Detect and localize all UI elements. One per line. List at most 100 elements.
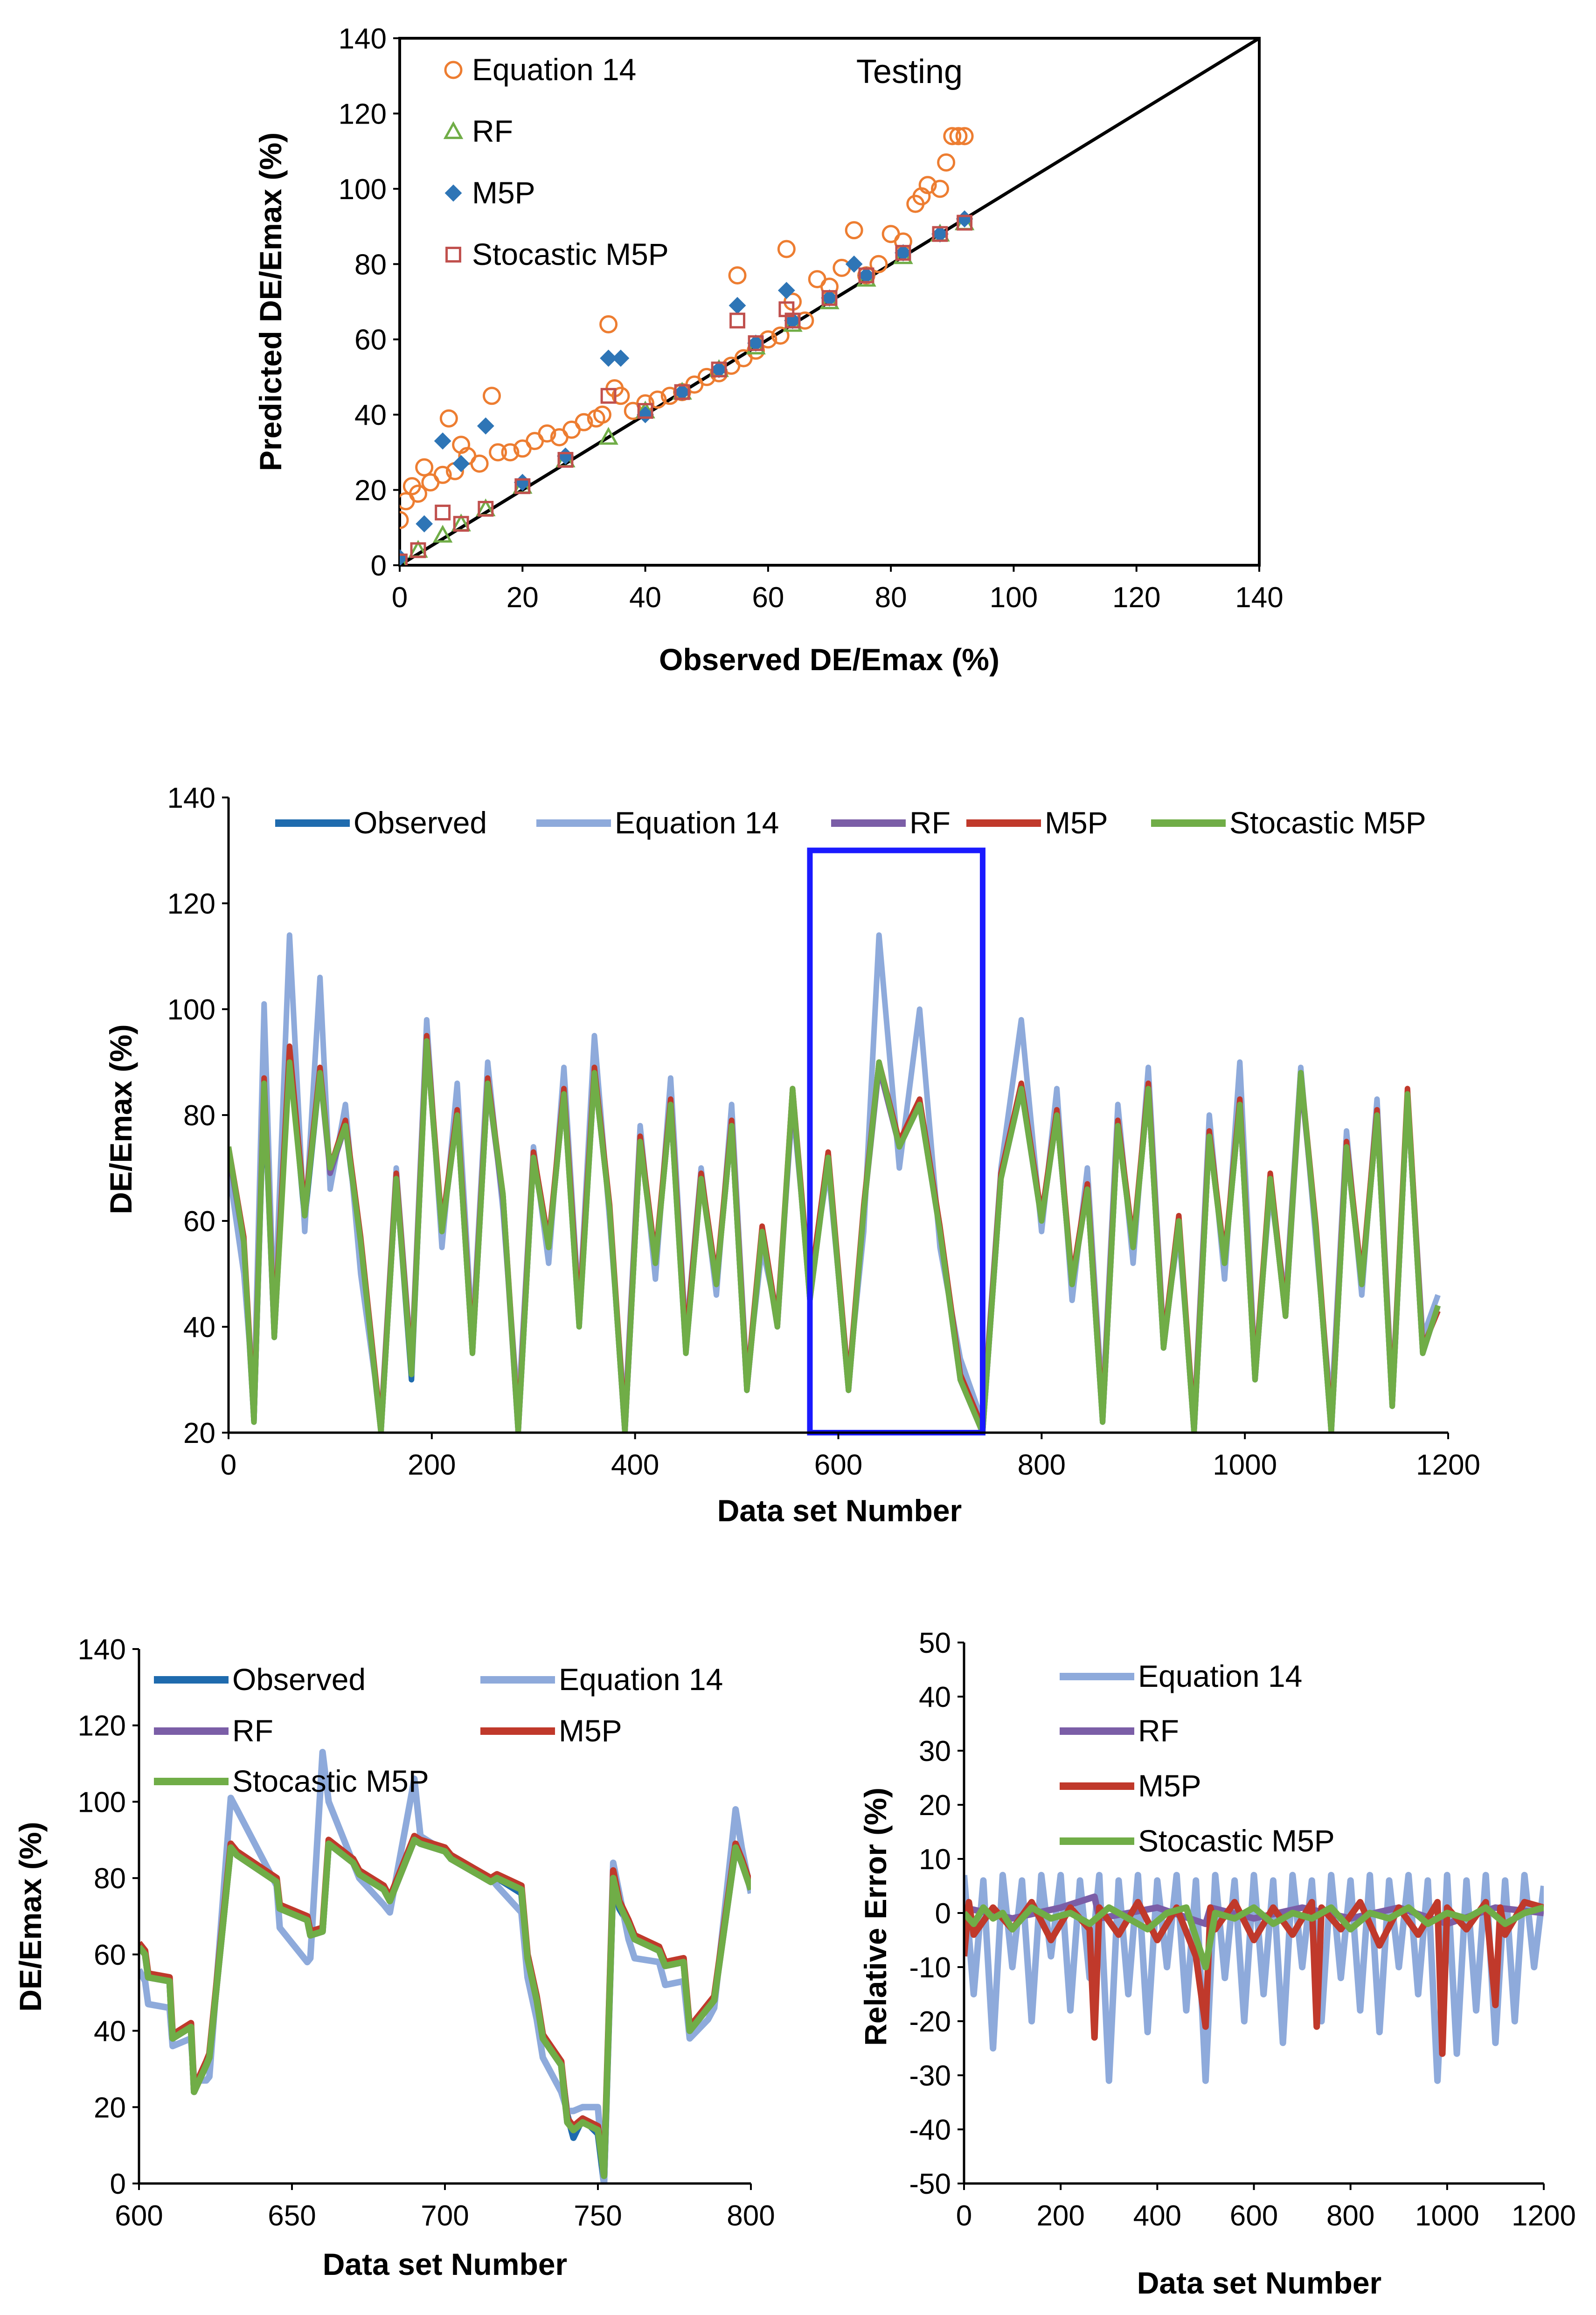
legend-label: Stocastic M5P	[1229, 805, 1426, 840]
point-stocastic-m5p	[478, 500, 494, 517]
series-line-stocastic-m5p	[964, 1904, 1544, 1970]
point-m5p	[612, 349, 630, 367]
legend-label: Stocastic M5P	[472, 237, 669, 271]
point-stocastic-m5p	[932, 226, 948, 242]
point-equation-14	[648, 390, 667, 409]
x-tick-label: 1200	[1512, 2200, 1576, 2232]
legend-label: M5P	[559, 1713, 622, 1748]
point-m5p	[600, 349, 617, 367]
x-tick-label: 600	[1230, 2200, 1278, 2232]
legend-label: Observed	[354, 805, 487, 840]
point-m5p	[673, 383, 691, 401]
series-line-m5p	[139, 1833, 751, 2176]
series-line-rf	[139, 1837, 751, 2179]
x-tick-label: 80	[875, 582, 907, 614]
x-tick-label: 200	[1036, 2200, 1084, 2232]
x-tick-label: 120	[1112, 582, 1160, 614]
point-rf	[598, 427, 618, 445]
x-tick-label: 700	[421, 2200, 469, 2232]
scatter-plot-frame	[398, 37, 1261, 567]
point-stocastic-m5p	[600, 388, 617, 404]
point-m5p	[434, 432, 451, 450]
y-tick-label: 20	[94, 2092, 126, 2124]
line-panel-full: 0 200 400 600 800 1000 1200 20406080100120140 …	[104, 782, 1480, 1528]
x-tick-label: 400	[611, 1449, 659, 1481]
y-tick-label: 140	[167, 782, 215, 814]
scatter-panel: 0 20 40 60 80 100 120 140 0 20 40 60 80 100 120 140 Ob…	[253, 23, 1284, 677]
point-m5p	[477, 417, 494, 435]
legend: Equation 14 RF M5P Stocastic M5P	[443, 52, 669, 271]
x-tick-label: 140	[1235, 582, 1283, 614]
legend-marker-stocastic-m5p	[445, 247, 461, 263]
legend: Observed Equation 14 RF M5P Stocastic M5P	[154, 1662, 723, 1798]
series-stocastic-m5p	[400, 215, 973, 565]
legend: Observed Equation 14 RF M5P Stocastic M5P	[275, 805, 1426, 840]
chart-annotation: Testing	[856, 53, 963, 90]
point-stocastic-m5p	[435, 505, 451, 520]
y-tick-label: 40	[183, 1311, 215, 1344]
x-axis-label: Data set Number	[323, 2247, 568, 2281]
point-stocastic-m5p	[410, 542, 426, 558]
x-axis-label: Data set Number	[1137, 2266, 1382, 2300]
point-equation-14	[501, 443, 520, 462]
x-tick-label: 800	[727, 2200, 775, 2232]
point-equation-14	[611, 387, 630, 405]
y-tick-label: 0	[935, 1898, 951, 1930]
point-equation-14	[439, 409, 458, 428]
y-tick-label: 0	[110, 2168, 126, 2200]
x-axis-label: Data set Number	[717, 1493, 962, 1528]
point-equation-14	[599, 315, 618, 333]
y-axis-label: Predicted DE/Emax (%)	[253, 132, 288, 471]
point-m5p	[416, 515, 433, 533]
legend-marker-rf	[443, 121, 464, 139]
point-equation-14	[869, 255, 888, 273]
y-tick-label: 20	[183, 1417, 215, 1449]
legend-label: RF	[472, 114, 513, 148]
y-tick-label: 80	[354, 249, 387, 281]
x-tick-label: 1000	[1213, 1449, 1277, 1481]
x-tick-label: 800	[1018, 1449, 1066, 1481]
y-tick-label: 140	[339, 23, 387, 55]
legend: Equation 14 RF M5P Stocastic M5P	[1060, 1659, 1335, 1858]
y-tick-label: 0	[371, 550, 387, 582]
y-tick-label: -10	[909, 1952, 951, 1984]
x-tick-label: 40	[629, 582, 661, 614]
point-stocastic-m5p	[711, 361, 727, 378]
x-tick-label: 60	[752, 582, 784, 614]
point-equation-14	[943, 127, 962, 146]
y-axis-label: DE/Emax (%)	[13, 1822, 48, 2011]
line-panel-zoom: 600 650 700 750 800 0 20 40 60 80 100 120 140 Data …	[13, 1634, 775, 2281]
point-stocastic-m5p	[729, 312, 745, 329]
point-equation-14	[955, 127, 974, 146]
point-m5p	[821, 289, 838, 307]
point-stocastic-m5p	[400, 553, 408, 565]
point-stocastic-m5p	[821, 290, 838, 306]
point-m5p	[729, 297, 746, 314]
series-line-stocastic-m5p	[229, 1038, 1441, 1433]
point-equation-14	[593, 405, 611, 424]
x-tick-label: 0	[221, 1449, 236, 1481]
series-m5p	[400, 210, 973, 565]
y-axis-label: DE/Emax (%)	[104, 1024, 138, 1214]
y-tick-label: 40	[354, 399, 387, 431]
point-stocastic-m5p	[674, 384, 690, 400]
point-stocastic-m5p	[957, 215, 973, 231]
point-m5p	[858, 267, 875, 284]
point-equation-14	[409, 485, 427, 503]
legend-label: Equation 14	[615, 805, 779, 840]
legend-marker-m5p	[444, 184, 462, 202]
x-axis-label: Observed DE/Emax (%)	[659, 642, 999, 677]
y-tick-label: 30	[919, 1735, 951, 1767]
series-line-equation-14	[139, 1749, 751, 2183]
point-equation-14	[489, 443, 507, 462]
point-equation-14	[937, 153, 956, 172]
point-rf	[432, 525, 453, 543]
x-tick-label: 600	[814, 1449, 862, 1481]
y-tick-label: 120	[339, 98, 387, 130]
y-tick-label: 20	[354, 475, 387, 507]
point-equation-14	[575, 413, 593, 431]
y-tick-label: 80	[94, 1863, 126, 1895]
y-tick-label: 120	[167, 888, 215, 920]
point-m5p	[710, 360, 728, 378]
